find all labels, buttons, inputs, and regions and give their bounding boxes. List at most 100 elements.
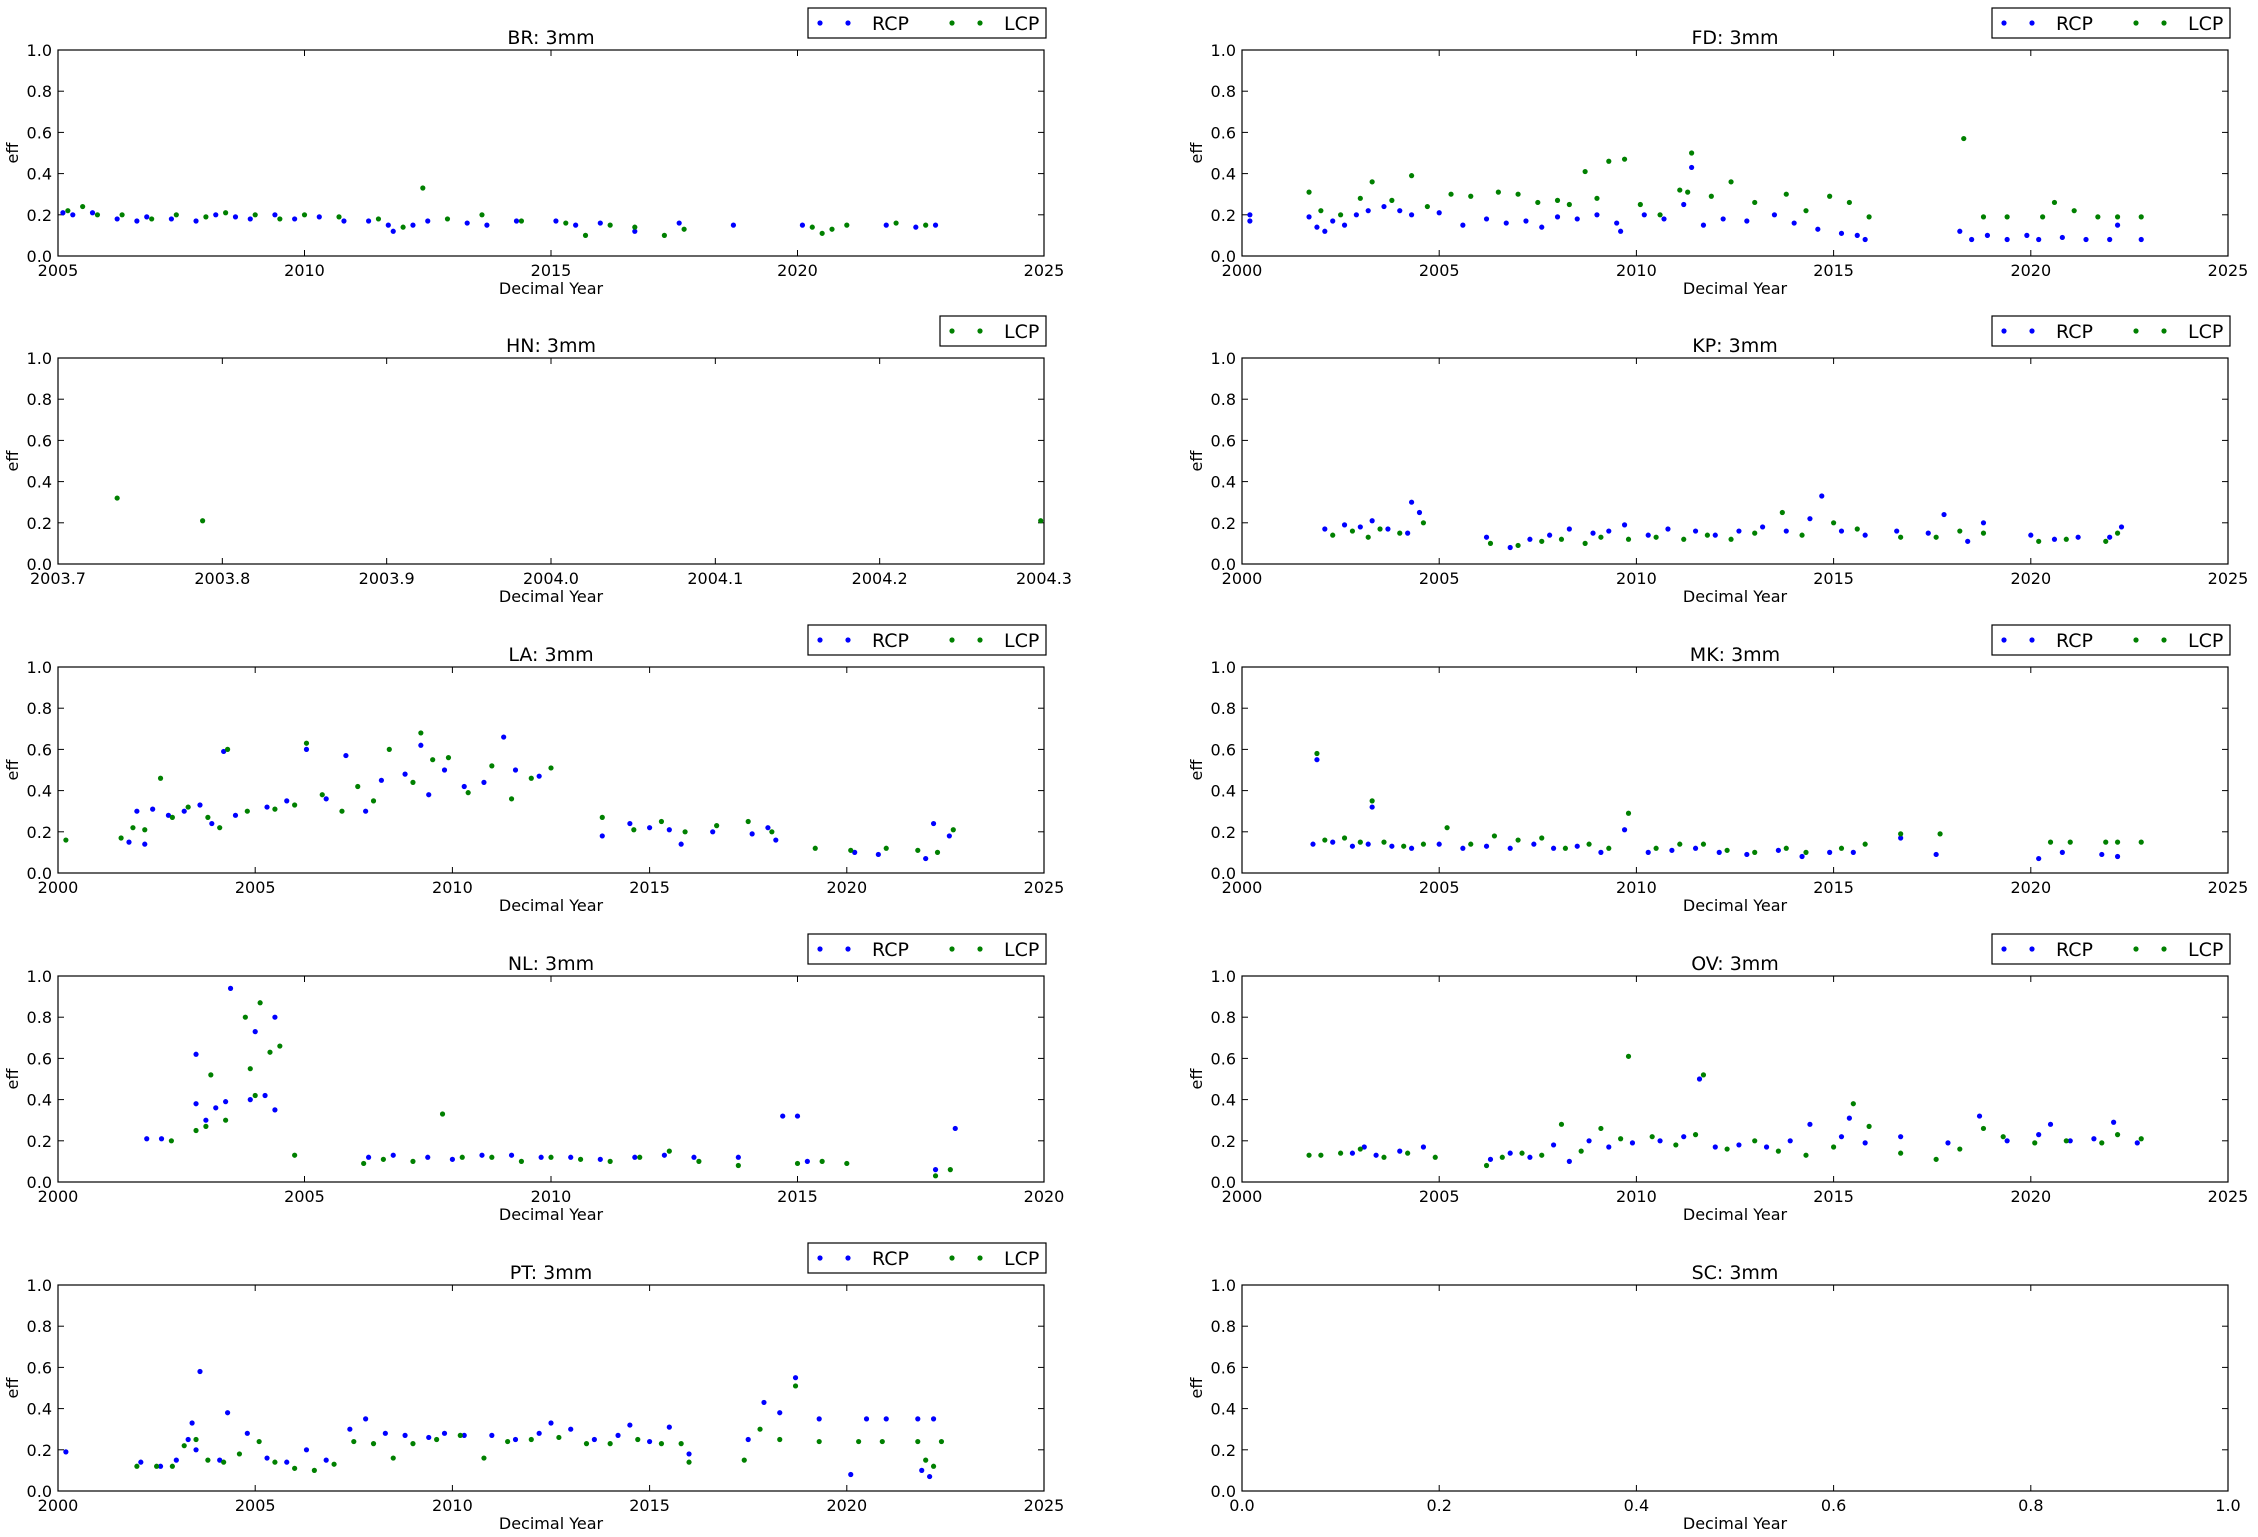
data-point <box>193 1127 199 1134</box>
data-point <box>2114 853 2121 860</box>
data-point <box>1373 1152 1379 1158</box>
legend-marker <box>2161 20 2167 26</box>
data-point <box>1330 218 1336 224</box>
data-point <box>599 814 605 820</box>
data-point <box>173 1457 179 1463</box>
data-point <box>323 796 329 802</box>
panel-br: 0.0 0.2 0.4 0.6 0.8 1.0 2005 2010 2015 2020 2025 BR… <box>3 7 1064 298</box>
data-point <box>577 1156 584 1162</box>
series-rcp <box>1322 493 2125 551</box>
data-point <box>879 1438 885 1445</box>
axes-frame <box>1241 357 2229 565</box>
data-point <box>923 1457 929 1463</box>
y-axis-label: eff <box>1187 759 1206 781</box>
data-point <box>513 218 520 224</box>
data-point <box>538 1154 544 1160</box>
data-point <box>2063 536 2069 542</box>
data-point <box>2051 536 2058 542</box>
data-point <box>1692 845 1699 851</box>
y-tick-label: 0.8 <box>1211 699 1236 718</box>
data-point <box>351 1438 357 1445</box>
y-tick-label: 0.8 <box>27 82 52 101</box>
x-tick-label: 2005 <box>235 1496 276 1515</box>
data-point <box>844 1160 850 1167</box>
data-point <box>1933 1156 1939 1162</box>
series-rcp <box>60 210 939 234</box>
data-point <box>1681 536 1687 542</box>
data-point <box>1487 1156 1494 1162</box>
data-point <box>227 985 234 991</box>
data-point <box>1566 526 1572 532</box>
data-point <box>2059 849 2065 856</box>
data-point <box>1657 212 1663 218</box>
data-point <box>2138 839 2144 845</box>
data-point <box>378 777 385 783</box>
data-point <box>1468 841 1474 847</box>
data-point <box>1420 520 1427 526</box>
data-point <box>1708 193 1714 199</box>
data-point <box>1515 837 1521 843</box>
data-point <box>430 757 436 763</box>
data-point <box>1558 1121 1565 1127</box>
data-point <box>126 839 132 845</box>
axes-frame <box>1241 975 2229 1183</box>
data-point <box>1957 1146 1963 1152</box>
data-point <box>1827 193 1833 199</box>
data-point <box>284 798 290 804</box>
data-point <box>923 855 929 862</box>
data-point <box>536 773 542 779</box>
data-point <box>343 752 349 759</box>
data-point <box>1491 833 1498 839</box>
data-point <box>2067 1138 2073 1144</box>
x-axis-label: Decimal Year <box>1683 1514 1788 1533</box>
y-tick-label: 0.2 <box>1211 823 1236 842</box>
y-tick-label: 0.0 <box>27 864 52 883</box>
data-point <box>505 1438 511 1445</box>
x-tick-label: 2020 <box>2010 1187 2051 1206</box>
data-point <box>272 1107 278 1113</box>
data-point <box>946 833 952 839</box>
data-point <box>1838 230 1845 236</box>
data-point <box>2107 236 2113 243</box>
series-lcp <box>1306 135 2144 220</box>
data-point <box>244 808 250 814</box>
data-point <box>1704 532 1710 538</box>
data-point <box>457 1432 463 1438</box>
data-point <box>1562 845 1569 851</box>
panel-kp: 0.0 0.2 0.4 0.6 0.8 1.0 2000 2005 2010 2015 2020 20… <box>1187 315 2248 606</box>
y-tick-label: 1.0 <box>1211 658 1236 677</box>
data-point <box>1318 208 1324 214</box>
legend-label: RCP <box>872 13 909 35</box>
data-point <box>1980 214 1987 220</box>
legend-box <box>807 624 1047 656</box>
data-point <box>597 220 603 226</box>
data-point <box>465 790 471 796</box>
chart-title: BR: 3mm <box>507 27 594 49</box>
data-point <box>425 218 431 224</box>
data-point <box>632 228 638 234</box>
data-point <box>741 1457 747 1463</box>
data-point <box>203 214 209 220</box>
legend-marker <box>2029 20 2035 26</box>
y-axis-label: eff <box>3 759 22 781</box>
x-tick-label: 2015 <box>629 878 670 897</box>
data-point <box>70 212 76 218</box>
y-tick-label: 0.6 <box>1211 431 1236 450</box>
data-point <box>1980 520 1987 526</box>
x-tick-label: 2010 <box>432 1496 473 1515</box>
data-point <box>1397 1148 1403 1154</box>
data-point <box>1692 528 1699 534</box>
data-point <box>1846 1115 1852 1121</box>
data-point <box>197 802 203 808</box>
data-point <box>508 796 515 802</box>
data-point <box>277 1043 283 1049</box>
x-tick-label: 2025 <box>2208 261 2249 280</box>
data-point <box>1866 214 1872 220</box>
data-point <box>1330 532 1336 538</box>
data-point <box>1898 534 1904 540</box>
data-point <box>1550 1142 1557 1148</box>
data-point <box>479 212 485 218</box>
data-point <box>2114 214 2121 220</box>
data-point <box>1850 849 1856 856</box>
data-point <box>134 218 140 224</box>
